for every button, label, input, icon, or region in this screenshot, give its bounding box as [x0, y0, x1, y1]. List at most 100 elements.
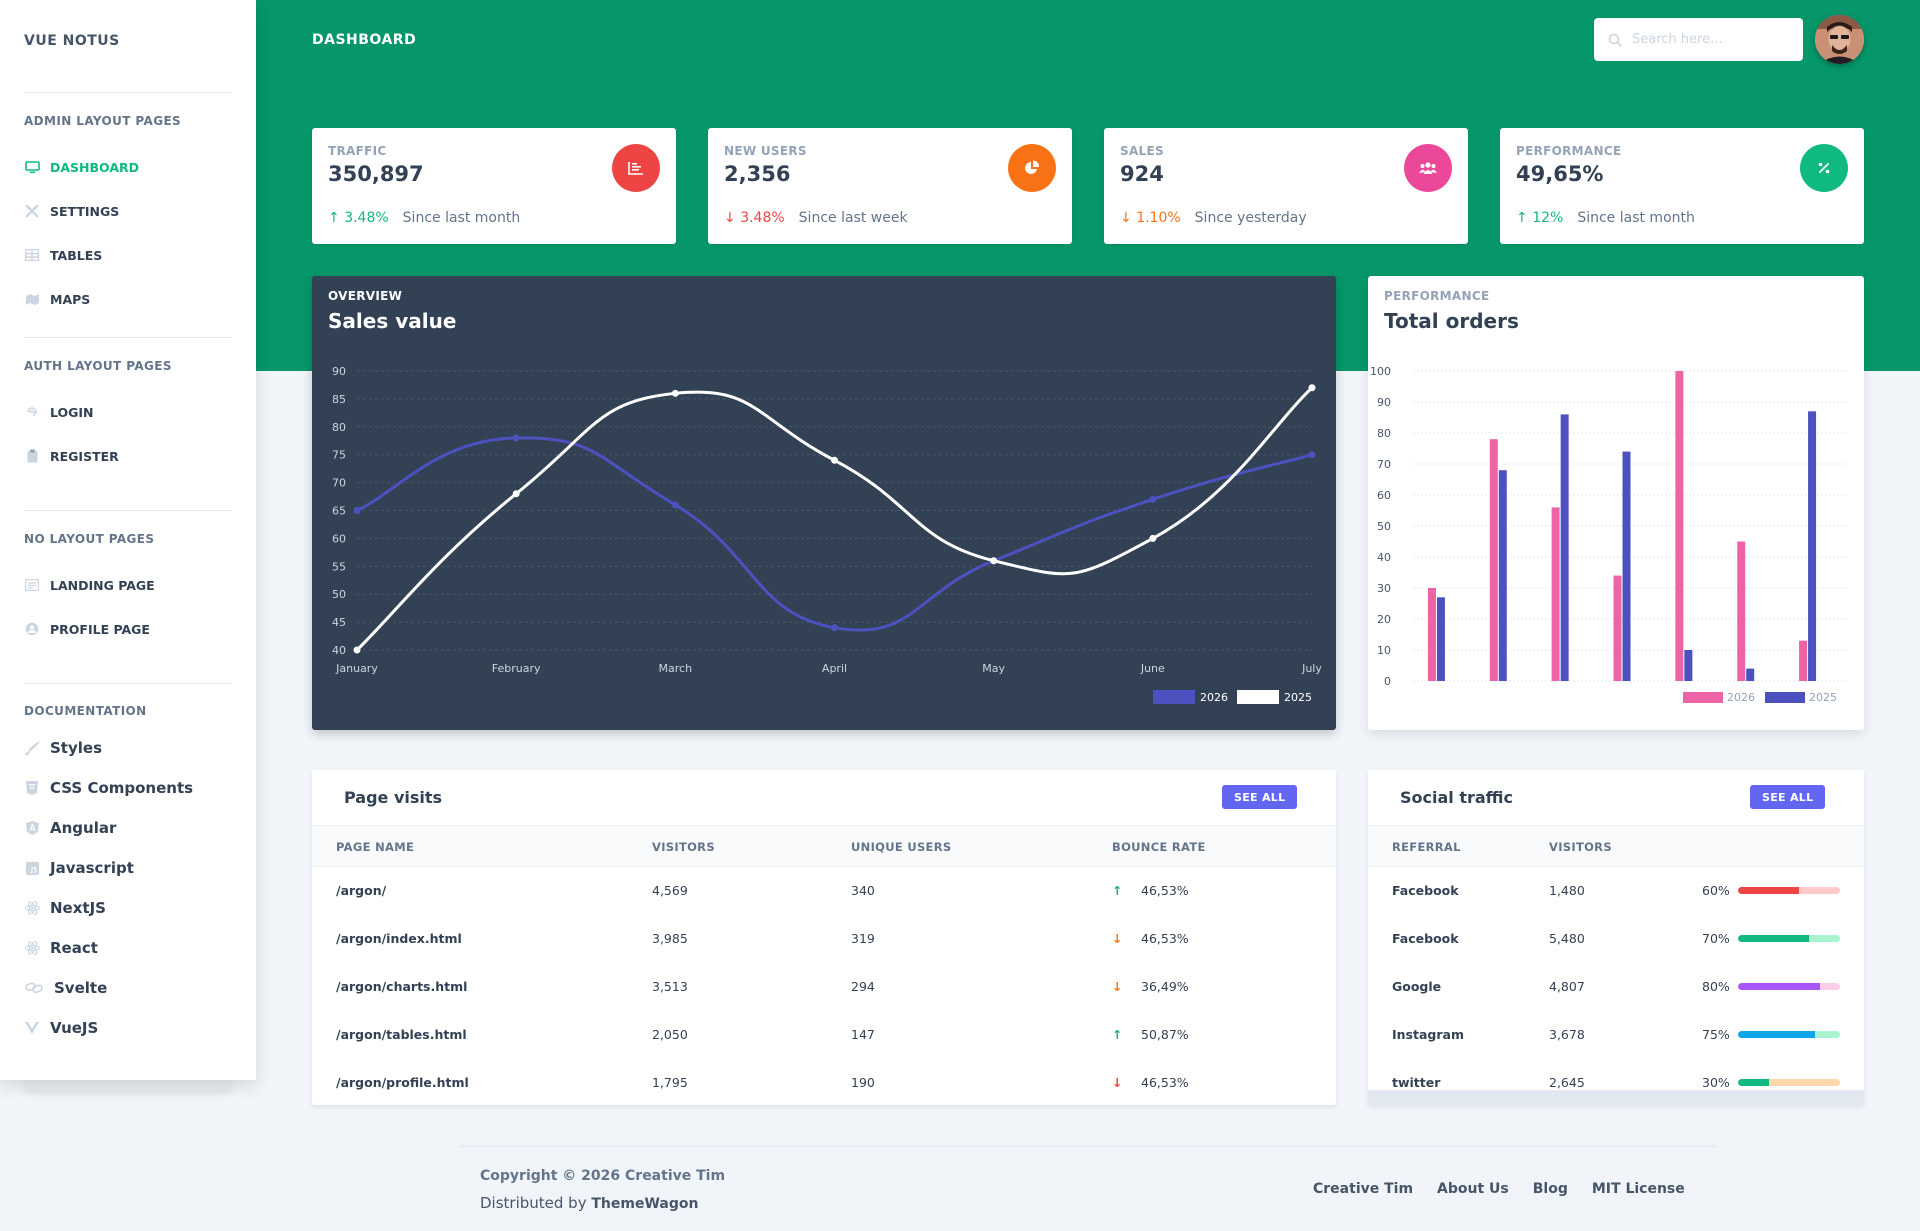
y-tick-label: 45	[332, 616, 346, 629]
legend-label: 2026	[1200, 691, 1228, 704]
visitors-cell: 3,678	[1549, 1027, 1585, 1042]
sidebar-section-title: NO LAYOUT PAGES	[24, 532, 155, 546]
sidebar-item-label: React	[50, 939, 98, 957]
table-row: /argon/index.html 3,985 319 ↓ 46,53%	[312, 915, 1336, 963]
sidebar-item-tables[interactable]: TABLES	[24, 244, 102, 266]
stat-label: TRAFFIC	[328, 144, 387, 158]
stat-change-value: 1.10%	[1136, 210, 1181, 226]
user-circle-icon	[24, 621, 40, 637]
sidebar-item-login[interactable]: LOGIN	[24, 401, 94, 423]
visitors-cell: 2,645	[1549, 1075, 1585, 1090]
sidebar-item-vuejs[interactable]: VueJS	[24, 1017, 98, 1039]
sidebar-divider	[24, 510, 232, 511]
sidebar-item-register[interactable]: REGISTER	[24, 445, 119, 467]
sidebar-item-label: Javascript	[50, 859, 134, 877]
bar-2026	[1737, 541, 1746, 681]
sidebar-item-profile-page[interactable]: PROFILE PAGE	[24, 618, 150, 640]
table-row: Google 4,807 80%	[1368, 963, 1864, 1011]
sidebar-item-label: VueJS	[50, 1019, 99, 1037]
visitors-cell: 4,807	[1549, 979, 1585, 994]
progress-bar	[1738, 983, 1840, 990]
stat-change: ↓ 1.10%	[1120, 210, 1181, 226]
table-row: /argon/profile.html 1,795 190 ↓ 46,53%	[312, 1059, 1336, 1105]
y-tick-label: 40	[332, 644, 346, 657]
legend-label: 2026	[1727, 691, 1755, 704]
progress-bar	[1738, 935, 1840, 942]
stat-value: 49,65%	[1516, 162, 1604, 186]
search-box[interactable]	[1594, 18, 1803, 61]
react-icon	[24, 900, 40, 916]
bar-2026	[1675, 371, 1684, 681]
fingerprint-icon	[24, 404, 40, 420]
footer-divider	[460, 1146, 1716, 1147]
sidebar-item-nextjs[interactable]: NextJS	[24, 897, 106, 919]
sidebar-item-styles[interactable]: Styles	[24, 737, 102, 759]
sidebar-item-css-components[interactable]: CSS Components	[24, 777, 193, 799]
column-header: BOUNCE RATE	[1112, 840, 1206, 854]
themewagon-link[interactable]: ThemeWagon	[591, 1196, 699, 1212]
bar-2025	[1808, 411, 1817, 681]
footer-link-creative-tim[interactable]: Creative Tim	[1313, 1181, 1414, 1197]
see-all-button[interactable]: SEE ALL	[1750, 785, 1826, 809]
visitors-cell: 5,480	[1549, 931, 1585, 946]
visitors-cell: 2,050	[652, 1027, 688, 1042]
sidebar-item-svelte[interactable]: Svelte	[24, 977, 107, 999]
stat-label: NEW USERS	[724, 144, 807, 158]
sales-line-chart[interactable]: 40 45 50 55 60 65 70 75 80 85 90 January February Mar…	[312, 276, 1336, 730]
column-header: VISITORS	[1549, 840, 1612, 854]
stat-card-performance: PERFORMANCE 49,65% ↑ 12% Since last mont…	[1500, 128, 1864, 244]
page-name-cell: /argon/tables.html	[336, 1027, 467, 1042]
footer-link-about-us[interactable]: About Us	[1437, 1181, 1509, 1197]
visitors-cell: 4,569	[652, 883, 688, 898]
sidebar-item-maps[interactable]: MAPS	[24, 288, 90, 310]
sidebar-section-title: DOCUMENTATION	[24, 704, 147, 718]
y-tick-label: 85	[332, 393, 346, 406]
bounce-rate-cell: 46,53%	[1141, 883, 1189, 898]
y-tick-label: 0	[1384, 675, 1391, 688]
y-tick-label: 70	[332, 477, 346, 490]
progress-bar	[1738, 1079, 1840, 1086]
sidebar-item-label: Angular	[50, 819, 117, 837]
chart-title: Sales value	[328, 309, 457, 333]
sidebar-item-javascript[interactable]: Javascript	[24, 857, 134, 879]
arrow-down-icon: ↓	[1120, 210, 1132, 226]
footer-link-mit-license[interactable]: MIT License	[1591, 1181, 1685, 1197]
avatar[interactable]	[1815, 15, 1864, 64]
sidebar-item-landing-page[interactable]: LANDING PAGE	[24, 574, 155, 596]
sales-value-card: OVERVIEW Sales value 40 45 50 55 60 65 70 75 80 8…	[312, 276, 1336, 730]
referral-cell: Google	[1392, 979, 1442, 994]
see-all-button[interactable]: SEE ALL	[1222, 785, 1298, 809]
table-row: /argon/4,569 340 ↑ 46,53%	[312, 867, 1336, 915]
search-input[interactable]	[1632, 32, 1782, 47]
scrollbar-track[interactable]	[1368, 1090, 1864, 1105]
data-point	[671, 501, 679, 509]
link-icon	[24, 980, 44, 996]
x-tick-label: July	[1301, 662, 1322, 675]
y-tick-label: 50	[332, 588, 346, 601]
y-tick-label: 100	[1370, 365, 1391, 378]
arrow-up-icon: ↑	[328, 210, 340, 226]
sidebar-item-dashboard[interactable]: DASHBOARD	[24, 156, 139, 178]
social-traffic-card: Social traffic SEE ALL REFERRAL VISITORS…	[1368, 770, 1864, 1105]
stat-value: 350,897	[328, 162, 424, 186]
sidebar-item-label: Styles	[50, 739, 102, 757]
stat-change-value: 12%	[1532, 210, 1564, 226]
sidebar-item-settings[interactable]: SETTINGS	[24, 200, 119, 222]
footer-link-blog[interactable]: Blog	[1532, 1181, 1568, 1197]
progress-bar-fill	[1738, 983, 1820, 990]
page-title[interactable]: DASHBOARD	[312, 32, 417, 48]
sidebar-item-react[interactable]: React	[24, 937, 98, 959]
total-orders-bar-chart[interactable]: 0 10 20 30 40 50 60 70 80 90 100 2026 2025	[1368, 276, 1864, 730]
percent-icon	[1800, 144, 1848, 192]
referral-cell: Instagram	[1392, 1027, 1464, 1042]
stat-since: Since yesterday	[1194, 210, 1307, 226]
y-tick-label: 75	[332, 449, 346, 462]
arrow-down-icon: ↓	[724, 210, 736, 226]
sidebar: VUE NOTUS ADMIN LAYOUT PAGES DASHBOARD S…	[0, 0, 256, 1080]
chart-subtitle: OVERVIEW	[328, 289, 403, 303]
tools-icon	[24, 203, 40, 219]
brand-logo[interactable]: VUE NOTUS	[24, 33, 120, 49]
progress-bar-fill	[1738, 935, 1810, 942]
sidebar-item-angular[interactable]: Angular	[24, 817, 116, 839]
unique-users-cell: 190	[851, 1075, 875, 1090]
